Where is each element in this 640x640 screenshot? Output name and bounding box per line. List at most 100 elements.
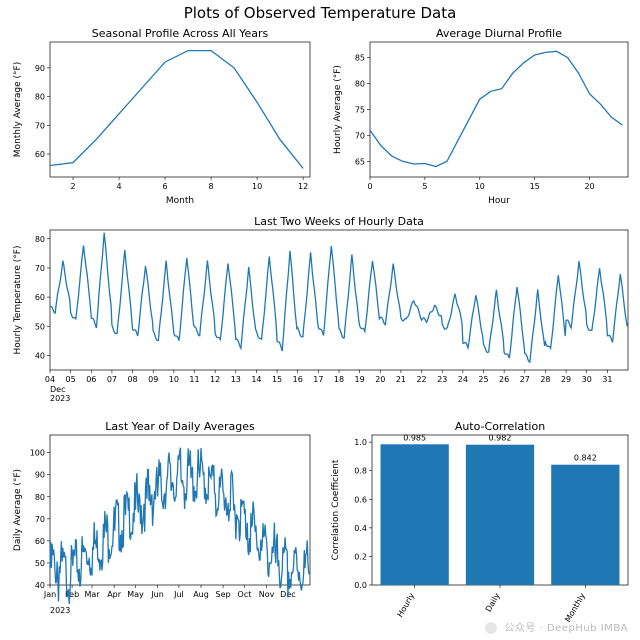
svg-text:40: 40 <box>35 581 45 590</box>
svg-text:22: 22 <box>416 375 426 384</box>
svg-text:05: 05 <box>66 375 76 384</box>
svg-text:6: 6 <box>162 182 167 191</box>
svg-text:8: 8 <box>209 182 214 191</box>
svg-text:25: 25 <box>478 375 488 384</box>
svg-text:04: 04 <box>45 375 55 384</box>
svg-text:19: 19 <box>355 375 365 384</box>
svg-text:70: 70 <box>355 131 365 140</box>
svg-text:08: 08 <box>127 375 137 384</box>
chart-autocorrelation: Auto-Correlation Correlation Coefficient 0… <box>320 415 640 625</box>
svg-text:09: 09 <box>148 375 158 384</box>
svg-text:5: 5 <box>422 182 427 191</box>
svg-text:20: 20 <box>375 375 385 384</box>
svg-text:80: 80 <box>35 493 45 502</box>
svg-text:10: 10 <box>252 182 262 191</box>
svg-text:Seasonal Profile Across All Ye: Seasonal Profile Across All Years <box>92 27 269 40</box>
svg-text:60: 60 <box>35 150 45 159</box>
svg-text:75: 75 <box>355 106 365 115</box>
svg-text:Daily: Daily <box>484 591 502 613</box>
svg-text:Aug: Aug <box>193 590 209 599</box>
svg-text:0.4: 0.4 <box>354 524 367 533</box>
svg-text:20: 20 <box>584 182 594 191</box>
svg-text:0.985: 0.985 <box>403 433 426 442</box>
svg-text:06: 06 <box>86 375 96 384</box>
svg-text:May: May <box>127 590 144 599</box>
svg-text:100: 100 <box>30 449 45 458</box>
svg-text:30: 30 <box>582 375 592 384</box>
svg-text:Daily Average (°F): Daily Average (°F) <box>13 469 23 551</box>
svg-text:27: 27 <box>520 375 530 384</box>
svg-text:16: 16 <box>293 375 303 384</box>
watermark-text: 公众号 · DeepHub IMBA <box>504 623 628 634</box>
chart-yearly-daily-avg: Last Year of Daily AveragesDaily Average… <box>0 415 320 625</box>
svg-text:90: 90 <box>35 471 45 480</box>
svg-text:50: 50 <box>35 559 45 568</box>
svg-text:10: 10 <box>169 375 179 384</box>
chart-two-weeks-hourly: Last Two Weeks of Hourly Data Hourly Temp… <box>0 210 640 410</box>
svg-text:Sep: Sep <box>216 590 231 599</box>
svg-text:Jan: Jan <box>43 590 56 599</box>
svg-text:07: 07 <box>107 375 117 384</box>
svg-text:65: 65 <box>355 157 365 166</box>
svg-text:1.0: 1.0 <box>354 438 367 447</box>
svg-text:Nov: Nov <box>259 590 275 599</box>
svg-text:18: 18 <box>334 375 344 384</box>
svg-text:70: 70 <box>35 121 45 130</box>
svg-text:17: 17 <box>313 375 323 384</box>
svg-text:0.982: 0.982 <box>489 434 512 443</box>
chart-diurnal-profile: Average Diurnal Profile Hourly Average (°… <box>320 22 640 207</box>
svg-text:4: 4 <box>116 182 121 191</box>
svg-text:Oct: Oct <box>238 590 252 599</box>
svg-text:11: 11 <box>189 375 199 384</box>
svg-text:Hourly Temperature (°F): Hourly Temperature (°F) <box>13 246 23 355</box>
svg-text:Dec: Dec <box>50 385 65 394</box>
wechat-icon <box>485 622 497 634</box>
svg-text:24: 24 <box>458 375 468 384</box>
svg-text:Average Diurnal Profile: Average Diurnal Profile <box>436 27 562 40</box>
svg-text:21: 21 <box>396 375 406 384</box>
chart-seasonal-profile: Seasonal Profile Across All Years Monthly… <box>0 22 320 207</box>
svg-text:70: 70 <box>35 264 45 273</box>
svg-text:2023: 2023 <box>50 606 70 615</box>
svg-text:Apr: Apr <box>107 590 122 599</box>
svg-text:Auto-Correlation: Auto-Correlation <box>455 420 545 433</box>
svg-text:0.0: 0.0 <box>354 581 367 590</box>
svg-text:2023: 2023 <box>50 394 70 403</box>
svg-text:80: 80 <box>35 93 45 102</box>
svg-text:0.6: 0.6 <box>354 495 367 504</box>
svg-text:29: 29 <box>561 375 571 384</box>
svg-text:85: 85 <box>355 54 365 63</box>
svg-text:Hourly Average (°F): Hourly Average (°F) <box>333 65 343 154</box>
watermark: 公众号 · DeepHub IMBA <box>485 619 628 634</box>
svg-text:Last Two Weeks of Hourly Data: Last Two Weeks of Hourly Data <box>254 215 424 228</box>
svg-text:0.842: 0.842 <box>574 454 597 463</box>
svg-text:80: 80 <box>355 80 365 89</box>
svg-text:12: 12 <box>210 375 220 384</box>
svg-text:Month: Month <box>166 196 194 206</box>
figure-suptitle: Plots of Observed Temperature Data <box>0 4 640 22</box>
svg-text:Hour: Hour <box>488 196 510 206</box>
svg-text:12: 12 <box>298 182 308 191</box>
svg-text:2: 2 <box>70 182 75 191</box>
svg-text:23: 23 <box>437 375 447 384</box>
svg-text:0.2: 0.2 <box>354 552 367 561</box>
svg-text:70: 70 <box>35 515 45 524</box>
svg-text:28: 28 <box>540 375 550 384</box>
svg-text:Correlation Coefficient: Correlation Coefficient <box>331 459 341 560</box>
svg-text:Jun: Jun <box>150 590 164 599</box>
svg-text:Jul: Jul <box>173 590 184 599</box>
svg-text:13: 13 <box>231 375 241 384</box>
svg-text:26: 26 <box>499 375 509 384</box>
svg-text:80: 80 <box>35 235 45 244</box>
svg-text:15: 15 <box>530 182 540 191</box>
svg-text:50: 50 <box>35 322 45 331</box>
svg-text:Hourly: Hourly <box>395 591 416 618</box>
svg-text:60: 60 <box>35 537 45 546</box>
svg-text:90: 90 <box>35 64 45 73</box>
svg-text:40: 40 <box>35 351 45 360</box>
svg-text:Mar: Mar <box>84 590 100 599</box>
svg-text:0.8: 0.8 <box>354 467 367 476</box>
svg-text:0: 0 <box>367 182 372 191</box>
svg-text:15: 15 <box>272 375 282 384</box>
svg-text:Monthly Average (°F): Monthly Average (°F) <box>13 62 23 157</box>
